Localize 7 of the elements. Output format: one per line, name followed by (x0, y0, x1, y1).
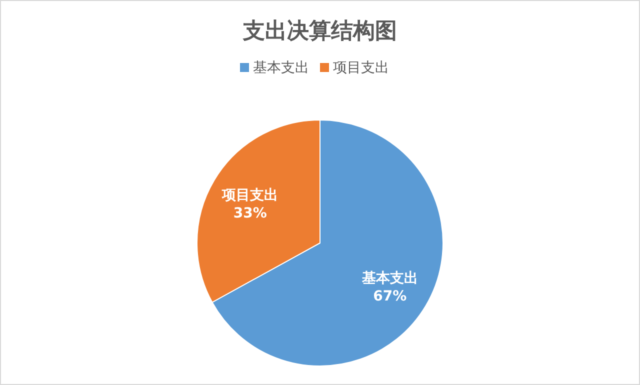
legend-label: 基本支出 (253, 60, 309, 76)
slice-label: 项目支出 (221, 188, 278, 204)
slice-label: 基本支出 (360, 270, 418, 286)
legend-label: 项目支出 (333, 60, 389, 76)
chart-title: 支出决算结构图 (242, 19, 397, 44)
data-label: 67% (373, 288, 407, 304)
data-label: 33% (233, 206, 267, 222)
